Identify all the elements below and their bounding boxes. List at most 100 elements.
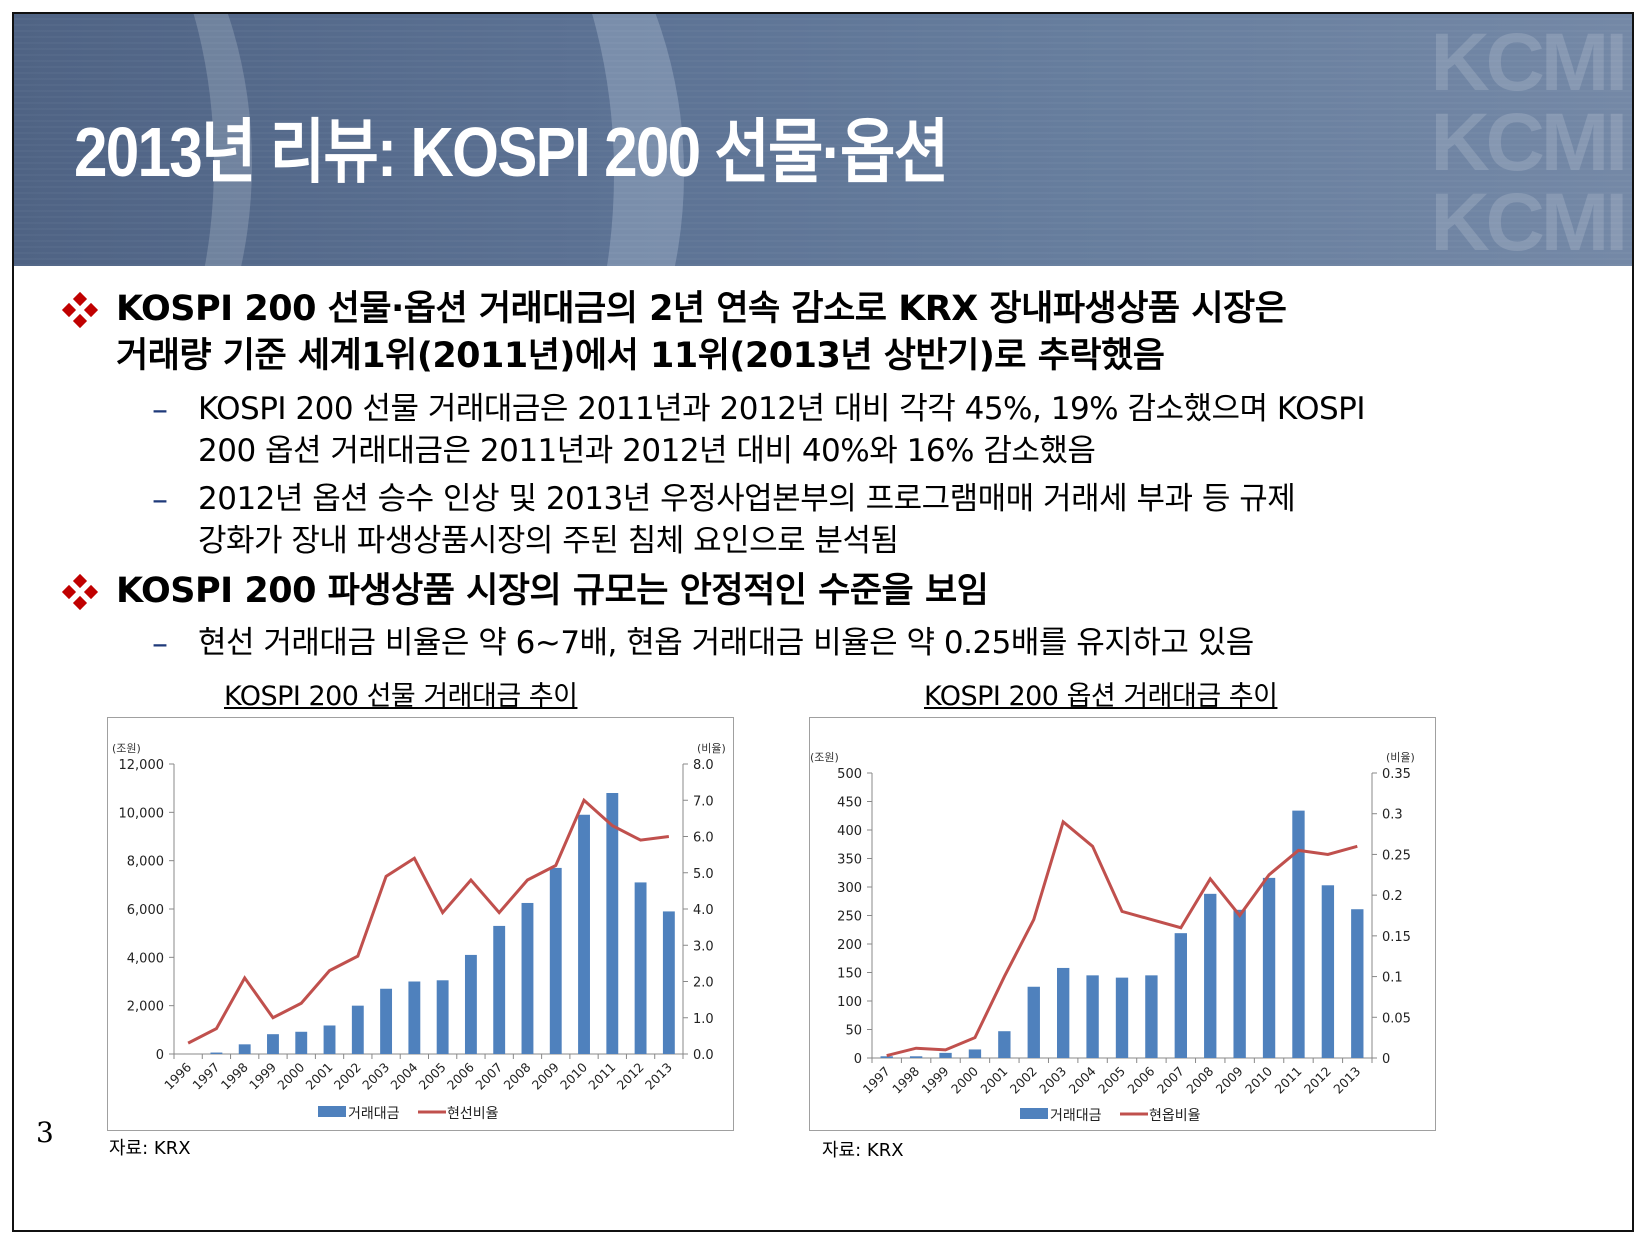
slide: KCMI KCMI KCMI 2013년 리뷰: KOSPI 200 선물·옵션… — [12, 12, 1634, 1232]
y2-tick-label: 7.0 — [693, 794, 714, 809]
x-tick-label: 2006 — [1124, 1063, 1157, 1096]
x-tick-label: 2003 — [1036, 1064, 1069, 1097]
y-tick-label: 150 — [837, 967, 862, 982]
x-tick-label: 2003 — [359, 1060, 392, 1093]
y2-tick-label: 6.0 — [693, 831, 714, 846]
y-axis-label: (조원) — [810, 751, 839, 764]
x-tick-label: 2008 — [1183, 1063, 1216, 1096]
bullet-item: KOSPI 200 파생상품 시장의 규모는 안정적인 수준을 보임 — [61, 568, 989, 615]
y2-axis-label: (비율) — [1386, 751, 1415, 764]
futures-chart: (조원) (비율) 0 2,000 4,000 6,000 8,000 10,000 12,00… — [112, 742, 726, 1122]
bar — [1174, 933, 1187, 1058]
bar — [634, 882, 647, 1054]
bar — [909, 1056, 923, 1058]
y2-tick-label: 0.15 — [1382, 930, 1411, 945]
bar — [493, 925, 506, 1054]
x-tick-label: 2001 — [977, 1064, 1010, 1097]
x-tick-label: 1998 — [889, 1063, 922, 1096]
diamond-bullet-icon — [61, 291, 99, 329]
bar — [939, 1052, 952, 1058]
ratio-line — [187, 797, 670, 1045]
bar — [662, 911, 675, 1054]
bullet-text: KOSPI 200 파생상품 시장의 규모는 안정적인 수준을 보임 — [116, 571, 989, 611]
bar — [1057, 967, 1070, 1058]
y-tick-label: 300 — [837, 881, 862, 896]
x-tick-label: 2012 — [1301, 1064, 1334, 1097]
sub-bullet-item: – 현선 거래대금 비율은 약 6~7배, 현옵 거래대금 비율은 약 0.25… — [152, 622, 1254, 664]
bar — [1027, 986, 1040, 1058]
bar — [1204, 893, 1217, 1058]
x-tick-label: 2010 — [1242, 1063, 1275, 1096]
source-note: 자료: KRX — [109, 1138, 191, 1159]
chart-title-options: KOSPI 200 옵션 거래대금 추이 — [924, 681, 1278, 712]
sub-bullet-text: 200 옵션 거래대금은 2011년과 2012년 대비 40%와 16% 감소… — [198, 433, 1096, 469]
options-chart: (조원) (비율) 0 50 100 150 200 250 300 350 400 450 500 0 0… — [810, 751, 1415, 1124]
futures-chart-frame: (조원) (비율) 0 2,000 4,000 6,000 8,000 10,000 12,00… — [107, 717, 734, 1131]
y-tick-label: 12,000 — [119, 758, 165, 773]
bar — [1115, 977, 1129, 1058]
x-tick-label: 2005 — [416, 1060, 449, 1093]
y-tick-label: 500 — [837, 767, 862, 782]
bar — [606, 793, 619, 1054]
y-tick-label: 450 — [837, 796, 862, 811]
y2-tick-label: 0 — [1382, 1052, 1390, 1067]
x-tick-label: 2006 — [444, 1059, 477, 1092]
y-tick-label: 10,000 — [119, 806, 165, 821]
y2-tick-label: 0.25 — [1382, 848, 1411, 863]
dash-marker: – — [152, 390, 168, 428]
y2-tick-label: 8.0 — [693, 758, 714, 773]
x-tick-label: 2008 — [500, 1059, 533, 1092]
bullet-item: KOSPI 200 선물·옵션 거래대금의 2년 연속 감소로 KRX 장내파생… — [61, 286, 1287, 380]
x-tick-label: 2002 — [331, 1060, 364, 1093]
y2-tick-label: 5.0 — [693, 867, 714, 882]
bar — [238, 1044, 251, 1054]
y2-axis-label: (비율) — [697, 742, 726, 755]
bar — [351, 1005, 364, 1054]
y2-tick-label: 0.1 — [1382, 971, 1403, 986]
x-tick-label: 2004 — [387, 1059, 420, 1092]
kcmi-watermark: KCMI — [1430, 17, 1628, 108]
bar — [380, 988, 393, 1054]
bar — [968, 1049, 982, 1058]
y2-tick-label: 0.35 — [1382, 767, 1411, 782]
legend-line-label: 현옵비율 — [1149, 1108, 1201, 1124]
y-tick-label: 2,000 — [127, 1000, 164, 1015]
diamond-bullet-icon — [61, 573, 99, 611]
bar — [1262, 877, 1276, 1058]
x-tick-label: 2011 — [585, 1060, 618, 1093]
y-tick-label: 6,000 — [127, 903, 164, 918]
bar — [408, 981, 421, 1054]
x-tick-label: 2001 — [303, 1060, 336, 1093]
sub-bullet-item: – KOSPI 200 선물 거래대금은 2011년과 2012년 대비 각각 … — [152, 388, 1365, 472]
x-tick-label: 1999 — [919, 1063, 952, 1096]
title-banner: KCMI KCMI KCMI 2013년 리뷰: KOSPI 200 선물·옵션 — [14, 14, 1632, 266]
legend-bar-swatch — [318, 1106, 346, 1117]
x-tick-label: 2009 — [529, 1059, 562, 1092]
slide-title: 2013년 리뷰: KOSPI 200 선물·옵션 — [74, 113, 949, 191]
x-tick-label: 2012 — [614, 1060, 647, 1093]
x-tick-label: 2011 — [1271, 1064, 1304, 1097]
bar — [1145, 975, 1158, 1058]
y2-tick-label: 0.2 — [1382, 889, 1403, 904]
y-axis-label: (조원) — [112, 742, 141, 755]
bar — [436, 980, 449, 1054]
x-tick-label: 2004 — [1066, 1063, 1099, 1096]
kcmi-watermark: KCMI — [1430, 177, 1628, 266]
y-tick-label: 4,000 — [127, 951, 164, 966]
sub-bullet-text: KOSPI 200 선물 거래대금은 2011년과 2012년 대비 각각 45… — [198, 391, 1365, 427]
y-tick-label: 0 — [156, 1048, 164, 1063]
x-tick-label: 2005 — [1095, 1064, 1128, 1097]
bar — [1086, 975, 1099, 1058]
bullet-text: KOSPI 200 선물·옵션 거래대금의 2년 연속 감소로 KRX 장내파생… — [116, 289, 1287, 329]
y2-tick-label: 2.0 — [693, 976, 714, 991]
bar — [1351, 909, 1364, 1058]
bullet-text: 거래량 기준 세계1위(2011년)에서 11위(2013년 상반기)로 추락했… — [116, 336, 1165, 376]
y-tick-label: 100 — [837, 995, 862, 1010]
x-tick-label: 2010 — [557, 1059, 590, 1092]
x-tick-label: 2000 — [948, 1063, 981, 1096]
y-tick-label: 50 — [845, 1024, 862, 1039]
x-tick-label: 2013 — [1330, 1064, 1363, 1097]
legend-line-label: 현선비율 — [447, 1106, 499, 1122]
dash-marker: – — [152, 480, 168, 518]
options-chart-frame: (조원) (비율) 0 50 100 150 200 250 300 350 400 450 500 0 0… — [809, 717, 1436, 1131]
